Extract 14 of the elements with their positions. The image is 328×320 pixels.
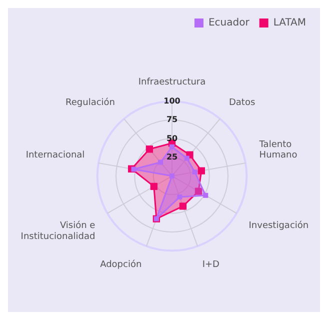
y-tick-label: 25 <box>166 152 178 162</box>
spoke-label: I+D <box>202 260 220 270</box>
spoke-label: Visión e Institucionalidad <box>20 220 96 242</box>
spoke-label: Talento Humano <box>258 140 298 161</box>
y-tick-label: 75 <box>166 115 178 124</box>
spoke-label: Adopción <box>100 259 142 270</box>
spoke-label: Investigación <box>248 220 309 232</box>
legend-label: LATAM <box>273 18 306 29</box>
y-tick-label: 100 <box>164 96 181 106</box>
spoke-label: Infraestructura <box>138 77 206 88</box>
legend-label: Ecuador <box>208 18 250 29</box>
spoke-label: Datos <box>228 98 256 108</box>
spoke-label: Internacional <box>26 150 85 161</box>
spoke-label: Regulación <box>66 97 116 108</box>
